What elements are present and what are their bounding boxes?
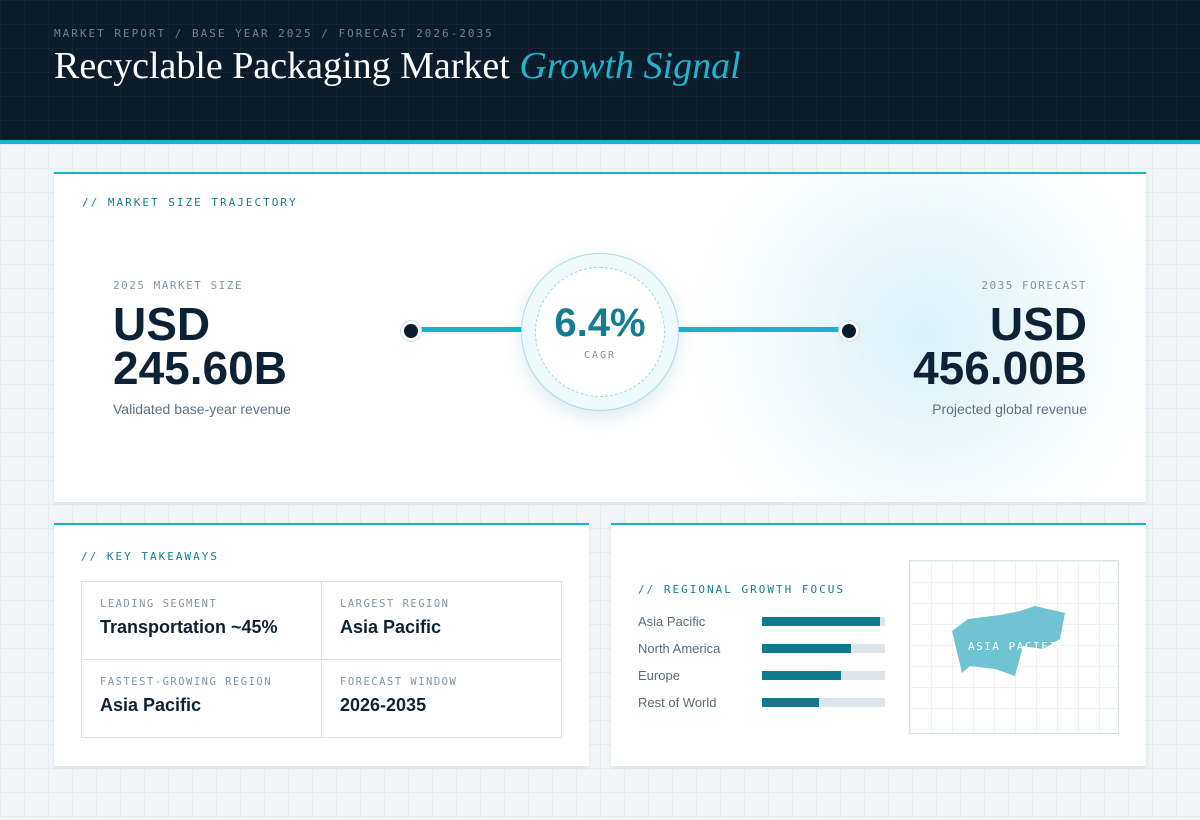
asia-pacific-map-icon — [952, 606, 1065, 676]
start-metric-value: USD 245.60B — [113, 298, 291, 394]
breadcrumb: MARKET REPORT / BASE YEAR 2025 / FORECAS… — [54, 27, 494, 40]
region-bar-fill — [762, 671, 841, 680]
region-row-rest-of-world: Rest of World — [638, 694, 888, 721]
takeaway-value: 2026-2035 — [340, 695, 427, 715]
asia-pacific-shape — [952, 606, 1065, 676]
end-metric-value: USD 456.00B — [913, 298, 1087, 394]
end-metric-currency: USD — [989, 298, 1087, 350]
end-metric-label: 2035 FORECAST — [981, 279, 1087, 292]
region-bar-track — [762, 617, 885, 626]
takeaway-forecast-window: FORECAST WINDOW 2026-2035 — [322, 660, 562, 738]
cagr-badge: 6.4% CAGR — [521, 253, 679, 411]
takeaway-label: LEADING SEGMENT — [100, 598, 218, 610]
takeaways-section-label: // KEY TAKEAWAYS — [81, 550, 219, 563]
market-size-trajectory-card: // MARKET SIZE TRAJECTORY 2025 MARKET SI… — [54, 172, 1146, 502]
trajectory-section-label: // MARKET SIZE TRAJECTORY — [82, 196, 298, 209]
takeaway-leading-segment: LEADING SEGMENT Transportation ~45% — [82, 582, 322, 660]
takeaway-largest-region: LARGEST REGION Asia Pacific — [322, 582, 562, 660]
takeaway-fastest-growing-region: FASTEST-GROWING REGION Asia Pacific — [82, 660, 322, 738]
end-metric: 2035 FORECAST USD 456.00B Projected glob… — [913, 279, 1087, 417]
report-header: MARKET REPORT / BASE YEAR 2025 / FORECAS… — [0, 0, 1200, 144]
start-metric: 2025 MARKET SIZE USD 245.60B Validated b… — [113, 279, 291, 417]
region-bar-list: Asia Pacific North America Europe Rest o… — [638, 613, 888, 721]
page-title: Recyclable Packaging Market Growth Signa… — [54, 44, 741, 88]
region-name: Asia Pacific — [638, 614, 706, 629]
region-bar-track — [762, 698, 885, 707]
background-glow — [684, 174, 1146, 502]
region-bar-track — [762, 644, 885, 653]
region-map: ASIA PACIFIC — [909, 560, 1119, 734]
page-title-main: Recyclable Packaging Market — [54, 45, 510, 87]
page-title-accent: Growth Signal — [519, 45, 741, 87]
takeaways-grid: LEADING SEGMENT Transportation ~45% LARG… — [81, 581, 562, 738]
start-metric-caption: Validated base-year revenue — [113, 401, 291, 417]
regional-section-label: // REGIONAL GROWTH FOCUS — [638, 583, 845, 596]
start-metric-currency: USD — [113, 298, 211, 350]
trajectory-start-node — [401, 321, 421, 341]
start-metric-amount: 245.60B — [113, 342, 287, 394]
takeaway-label: FASTEST-GROWING REGION — [100, 676, 273, 688]
takeaway-label: FORECAST WINDOW — [340, 676, 458, 688]
region-name: Europe — [638, 668, 680, 683]
region-bar-fill — [762, 617, 881, 626]
start-metric-label: 2025 MARKET SIZE — [113, 279, 243, 292]
region-bar-track — [762, 671, 885, 680]
cagr-label: CAGR — [583, 350, 617, 361]
region-name: Rest of World — [638, 695, 717, 710]
end-metric-amount: 456.00B — [913, 342, 1087, 394]
region-row-asia-pacific: Asia Pacific — [638, 613, 888, 640]
region-bar-fill — [762, 644, 851, 653]
takeaway-value: Transportation ~45% — [100, 617, 278, 637]
takeaway-value: Asia Pacific — [340, 617, 442, 637]
map-region-label: ASIA PACIFIC — [968, 640, 1066, 653]
region-row-europe: Europe — [638, 667, 888, 694]
takeaway-value: Asia Pacific — [100, 695, 202, 715]
region-bar-fill — [762, 698, 819, 707]
key-takeaways-card: // KEY TAKEAWAYS LEADING SEGMENT Transpo… — [54, 523, 589, 766]
region-name: North America — [638, 641, 721, 656]
takeaway-label: LARGEST REGION — [340, 598, 450, 610]
end-metric-caption: Projected global revenue — [932, 401, 1087, 417]
region-row-north-america: North America — [638, 640, 888, 667]
cagr-value: 6.4% — [554, 301, 646, 345]
regional-growth-card: // REGIONAL GROWTH FOCUS Asia Pacific No… — [611, 523, 1146, 766]
cagr-badge-inner: 6.4% CAGR — [535, 267, 665, 397]
trajectory-end-node — [839, 321, 859, 341]
